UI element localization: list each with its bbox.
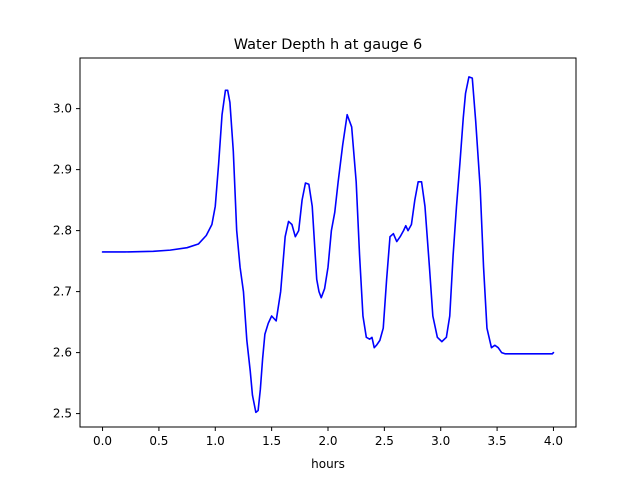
y-tick-label: 2.7: [53, 285, 72, 299]
x-tick-label: 1.5: [262, 434, 281, 448]
y-axis: 2.5 2.6 2.7 2.8 2.9 3.0: [53, 102, 80, 421]
x-tick-label: 3.0: [431, 434, 450, 448]
y-tick-label: 2.6: [53, 346, 72, 360]
series-line-1: [101, 76, 555, 414]
x-tick-label: 0.5: [149, 434, 168, 448]
plot-frame: [79, 57, 577, 428]
plot-area: [79, 57, 577, 428]
x-tick-label: 1.0: [206, 434, 225, 448]
y-tick-label: 2.8: [53, 224, 72, 238]
x-tick-label: 3.5: [488, 434, 507, 448]
y-tick-label: 2.5: [53, 407, 72, 421]
x-tick-label: 2.0: [318, 434, 337, 448]
x-axis-label: hours: [311, 457, 345, 471]
chart-title: Water Depth h at gauge 6: [234, 37, 422, 53]
x-axis: 0.0 0.5 1.0 1.5 2.0 2.5 3.0 3.5 4.0: [93, 427, 563, 448]
y-tick-label: 3.0: [53, 102, 72, 116]
x-tick-label: 0.0: [93, 434, 112, 448]
y-tick-label: 2.9: [53, 163, 72, 177]
x-tick-label: 4.0: [544, 434, 563, 448]
x-tick-label: 2.5: [375, 434, 394, 448]
